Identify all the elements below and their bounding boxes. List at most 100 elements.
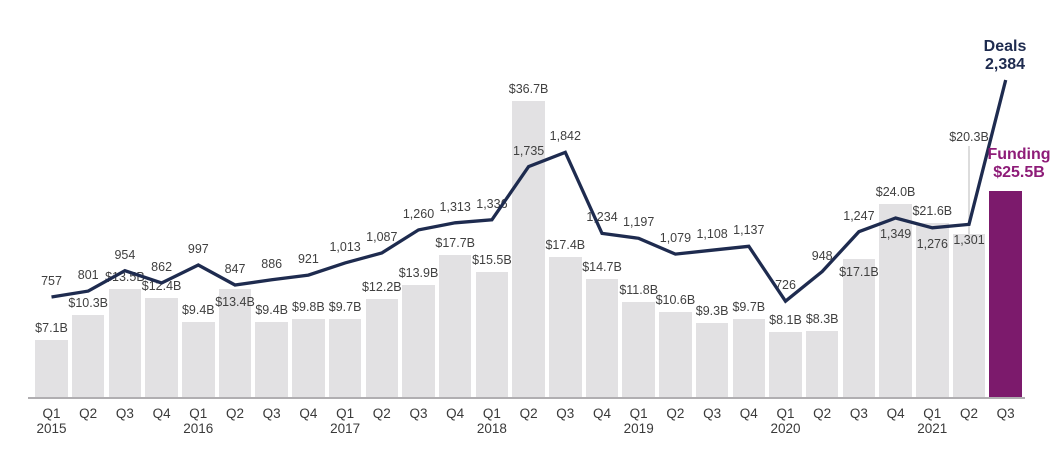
deals-value-label: 1,197 bbox=[623, 215, 655, 230]
quarter-tick-label: Q4 bbox=[299, 406, 318, 421]
deals-value-label: 1,079 bbox=[659, 231, 692, 246]
funding-bar bbox=[585, 278, 619, 398]
deals-value-label: 1,735 bbox=[512, 143, 545, 158]
deals-end-value: 2,384 bbox=[984, 56, 1026, 73]
deals-value-label: 1,276 bbox=[916, 236, 948, 251]
funding-bar bbox=[769, 332, 802, 398]
deals-value-label: 1,842 bbox=[549, 129, 581, 144]
deals-value-label: 948 bbox=[811, 248, 833, 263]
deals-value-label: 1,108 bbox=[696, 227, 728, 242]
x-axis-line bbox=[28, 397, 1025, 399]
funding-bar bbox=[805, 330, 839, 398]
funding-bar bbox=[549, 257, 582, 398]
funding-bar bbox=[659, 312, 692, 398]
deals-value-label: 757 bbox=[41, 274, 62, 289]
funding-value-label: $13.9B bbox=[398, 266, 439, 281]
quarter-tick-label: Q4 bbox=[886, 406, 905, 421]
year-tick-label: 2018 bbox=[476, 421, 507, 436]
funding-value-label: $9.4B bbox=[255, 302, 289, 317]
funding-value-label: $20.3B bbox=[949, 130, 989, 144]
quarter-tick-label: Q1 bbox=[336, 406, 355, 421]
funding-bar bbox=[71, 314, 105, 398]
funding-value-label: $7.1B bbox=[35, 321, 68, 336]
funding-value-label: $17.1B bbox=[839, 265, 879, 280]
quarter-tick-label: Q4 bbox=[739, 406, 758, 421]
funding-value-label: $12.4B bbox=[141, 278, 182, 293]
deals-value-label: 726 bbox=[775, 278, 796, 293]
deals-value-label: 997 bbox=[187, 242, 209, 256]
funding-bar bbox=[475, 272, 509, 398]
funding-value-label: $13.5B bbox=[105, 269, 145, 284]
funding-value-label: $9.7B bbox=[328, 300, 362, 315]
quarter-tick-label: Q1 bbox=[482, 406, 501, 421]
funding-value-label: $21.6B bbox=[912, 204, 953, 219]
deals-value-label: 954 bbox=[114, 247, 136, 262]
quarter-tick-label: Q4 bbox=[152, 406, 171, 421]
quarter-tick-label: Q2 bbox=[666, 406, 685, 421]
quarter-tick-label: Q3 bbox=[703, 406, 722, 421]
quarter-tick-label: Q1 bbox=[42, 406, 61, 421]
funding-value-label: $10.6B bbox=[655, 293, 696, 308]
year-tick-label: 2015 bbox=[36, 421, 67, 436]
quarter-tick-label: Q3 bbox=[262, 406, 281, 421]
quarter-tick-label: Q2 bbox=[519, 406, 538, 421]
funding-value-label: $10.3B bbox=[68, 295, 108, 310]
quarter-tick-label: Q1 bbox=[776, 406, 795, 421]
deals-value-label: 1,349 bbox=[879, 227, 912, 242]
funding-bar bbox=[108, 288, 142, 398]
quarter-tick-label: Q1 bbox=[923, 406, 942, 421]
quarter-tick-label: Q4 bbox=[592, 406, 612, 421]
funding-bar bbox=[952, 233, 986, 398]
quarter-tick-label: Q2 bbox=[813, 406, 832, 421]
funding-value-label: $9.3B bbox=[695, 303, 729, 318]
quarter-tick-label: Q4 bbox=[446, 406, 465, 421]
funding-bar-highlighted bbox=[989, 191, 1022, 398]
label-leader-line bbox=[968, 146, 970, 234]
year-tick-label: 2020 bbox=[770, 421, 801, 436]
funding-bar bbox=[365, 299, 399, 398]
deals-value-label: 1,087 bbox=[366, 229, 398, 244]
funding-value-label: $24.0B bbox=[875, 184, 916, 199]
year-tick-label: 2019 bbox=[623, 421, 654, 436]
deals-value-label: 1,336 bbox=[476, 196, 508, 211]
funding-value-label: $13.4B bbox=[215, 295, 255, 310]
funding-value-label: $8.3B bbox=[805, 311, 839, 326]
quarter-tick-label: Q3 bbox=[996, 406, 1015, 421]
deals-value-label: 1,247 bbox=[843, 208, 875, 223]
deals-value-label: 1,301 bbox=[953, 233, 985, 248]
funding-value-label: $14.7B bbox=[582, 259, 622, 274]
quarter-tick-label: Q1 bbox=[629, 406, 648, 421]
quarter-tick-label: Q3 bbox=[849, 406, 868, 421]
funding-value-label: $15.5B bbox=[472, 253, 512, 268]
funding-end-label: Funding $25.5B bbox=[987, 146, 1050, 182]
funding-value-label: $11.8B bbox=[619, 283, 659, 298]
funding-end-title: Funding bbox=[987, 146, 1051, 163]
deals-value-label: 1,013 bbox=[329, 239, 361, 254]
funding-value-label: $12.2B bbox=[361, 280, 402, 295]
funding-value-label: $36.7B bbox=[508, 81, 549, 96]
year-tick-label: 2017 bbox=[330, 421, 361, 436]
quarter-tick-label: Q3 bbox=[115, 406, 134, 421]
year-tick-label: 2021 bbox=[917, 421, 948, 436]
funding-bar bbox=[255, 321, 288, 398]
quarter-tick-label: Q1 bbox=[189, 406, 208, 421]
deals-value-label: 801 bbox=[77, 268, 99, 283]
funding-bar bbox=[35, 340, 68, 398]
quarter-tick-label: Q2 bbox=[79, 406, 98, 421]
deals-value-label: 847 bbox=[224, 262, 246, 276]
funding-bar bbox=[732, 319, 766, 398]
quarter-tick-label: Q2 bbox=[225, 406, 245, 421]
deals-end-label: Deals 2,384 bbox=[984, 38, 1027, 74]
deals-value-label: 1,137 bbox=[733, 223, 765, 238]
funding-end-value: $25.5B bbox=[993, 164, 1045, 181]
year-tick-label: 2016 bbox=[183, 421, 214, 436]
funding-bar bbox=[695, 322, 729, 398]
funding-bar bbox=[218, 289, 252, 398]
funding-bar bbox=[328, 319, 362, 398]
funding-value-label: $17.7B bbox=[435, 235, 475, 250]
funding-bar bbox=[145, 297, 178, 398]
funding-value-label: $9.4B bbox=[181, 302, 215, 317]
deals-value-label: 1,260 bbox=[402, 206, 435, 221]
quarter-tick-label: Q2 bbox=[372, 406, 391, 421]
